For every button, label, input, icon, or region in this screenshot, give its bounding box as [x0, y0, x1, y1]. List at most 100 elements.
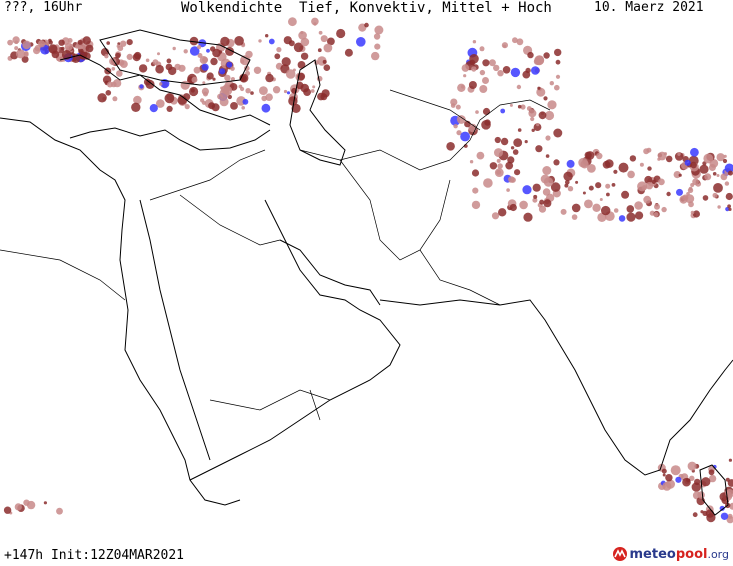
- meteopool-logo[interactable]: meteo pool .org: [612, 546, 729, 562]
- cloud-speckle: [456, 115, 466, 124]
- cloud-speckle: [265, 73, 274, 83]
- cloud-speckle: [727, 513, 733, 519]
- cloud-speckle: [261, 103, 271, 113]
- cloud-speckle: [14, 46, 19, 51]
- cloud-speckle: [317, 48, 322, 53]
- cloud-speckle: [621, 190, 630, 199]
- model-run-label: ???, 16Uhr: [4, 0, 83, 15]
- cloud-speckle: [281, 57, 291, 67]
- cloud-speckle: [311, 17, 319, 26]
- cloud-speckle: [629, 155, 637, 162]
- cloud-speckle: [510, 146, 515, 150]
- cloud-speckle: [724, 181, 730, 186]
- cloud-speckle: [674, 152, 684, 161]
- cloud-speckle: [687, 187, 694, 193]
- cloud-speckle: [250, 91, 254, 95]
- cloud-speckle: [725, 477, 730, 482]
- cloud-speckle: [532, 197, 538, 203]
- cloud-speckle: [678, 173, 682, 177]
- cloud-speckle: [549, 81, 554, 86]
- cloud-speckle: [43, 501, 48, 505]
- cloud-speckle: [488, 59, 496, 67]
- cloud-speckle: [509, 103, 513, 107]
- cloud-speckle: [212, 48, 221, 58]
- cloud-speckle: [547, 100, 557, 110]
- cloud-speckle: [48, 40, 53, 45]
- cloud-speckle: [322, 59, 327, 64]
- cloud-speckle: [543, 177, 554, 187]
- cloud-speckle: [320, 35, 328, 43]
- cloud-speckle: [145, 79, 155, 89]
- cloud-speckle: [686, 478, 691, 483]
- cloud-speckle: [720, 173, 728, 181]
- cloud-speckle: [276, 47, 282, 53]
- cloud-speckle: [536, 87, 546, 97]
- cloud-speckle: [210, 57, 218, 66]
- cloud-speckle: [626, 205, 635, 213]
- cloud-speckle: [56, 56, 61, 62]
- cloud-speckle: [258, 39, 262, 43]
- cloud-speckle: [230, 77, 235, 82]
- cloud-speckle: [126, 53, 133, 61]
- cloud-speckle: [536, 123, 540, 127]
- cloud-speckle: [166, 58, 172, 64]
- cloud-speckle: [565, 180, 570, 185]
- cloud-speckle: [550, 182, 561, 192]
- cloud-speckle: [172, 46, 176, 51]
- cloud-speckle: [283, 89, 288, 94]
- cloud-speckle: [446, 142, 455, 151]
- cloud-speckle: [481, 120, 491, 130]
- cloud-speckle: [699, 164, 709, 174]
- cloud-speckle: [582, 191, 586, 195]
- cloud-speckle: [717, 205, 721, 209]
- cloud-speckle: [534, 55, 545, 66]
- cloud-speckle: [203, 91, 208, 97]
- cloud-speckle: [82, 36, 91, 45]
- cloud-speckle: [245, 88, 251, 94]
- cloud-speckle: [716, 174, 720, 177]
- cloud-speckle: [7, 39, 13, 46]
- cloud-speckle: [156, 99, 165, 108]
- cloud-speckle: [702, 510, 708, 516]
- cloud-speckle: [184, 104, 190, 110]
- cloud-speckle: [97, 93, 107, 103]
- cloud-speckle: [164, 93, 175, 104]
- cloud-speckle: [21, 55, 29, 63]
- cloud-speckle: [106, 41, 110, 45]
- cloud-speckle: [554, 84, 560, 91]
- cloud-speckle: [72, 57, 77, 62]
- cloud-speckle: [555, 59, 561, 65]
- cloud-speckle: [543, 52, 550, 59]
- cloud-speckle: [494, 136, 501, 144]
- cloud-speckle: [661, 468, 667, 474]
- cloud-speckle: [105, 90, 112, 96]
- cloud-speckle: [605, 159, 614, 168]
- cloud-speckle: [566, 159, 575, 168]
- cloud-speckle: [230, 102, 238, 110]
- cloud-speckle: [272, 86, 281, 94]
- cloud-speckle: [472, 187, 479, 194]
- cloud-speckle: [259, 86, 268, 95]
- cloud-speckle: [510, 67, 521, 78]
- cloud-speckle: [692, 512, 698, 518]
- cloud-speckle: [288, 17, 297, 27]
- cloud-speckle: [627, 170, 635, 179]
- cloud-speckle: [676, 188, 683, 196]
- cloud-speckle: [180, 80, 190, 90]
- cloud-speckle: [226, 61, 233, 68]
- cloud-speckle: [265, 34, 269, 38]
- cloud-speckle: [509, 203, 517, 212]
- cloud-speckle: [461, 64, 470, 72]
- cloud-speckle: [713, 183, 723, 193]
- coastlines-and-borders: [0, 29, 733, 516]
- cloud-speckle: [553, 159, 560, 166]
- cloud-speckle: [327, 37, 335, 46]
- cloud-speckle: [482, 77, 489, 84]
- cloud-speckle: [293, 42, 304, 53]
- logo-text-pool: pool: [675, 546, 708, 562]
- cloud-speckle: [479, 85, 488, 93]
- cloud-speckle: [208, 102, 216, 110]
- cloud-speckle: [479, 69, 486, 76]
- cloud-speckle: [527, 51, 534, 59]
- cloud-speckle: [61, 46, 65, 51]
